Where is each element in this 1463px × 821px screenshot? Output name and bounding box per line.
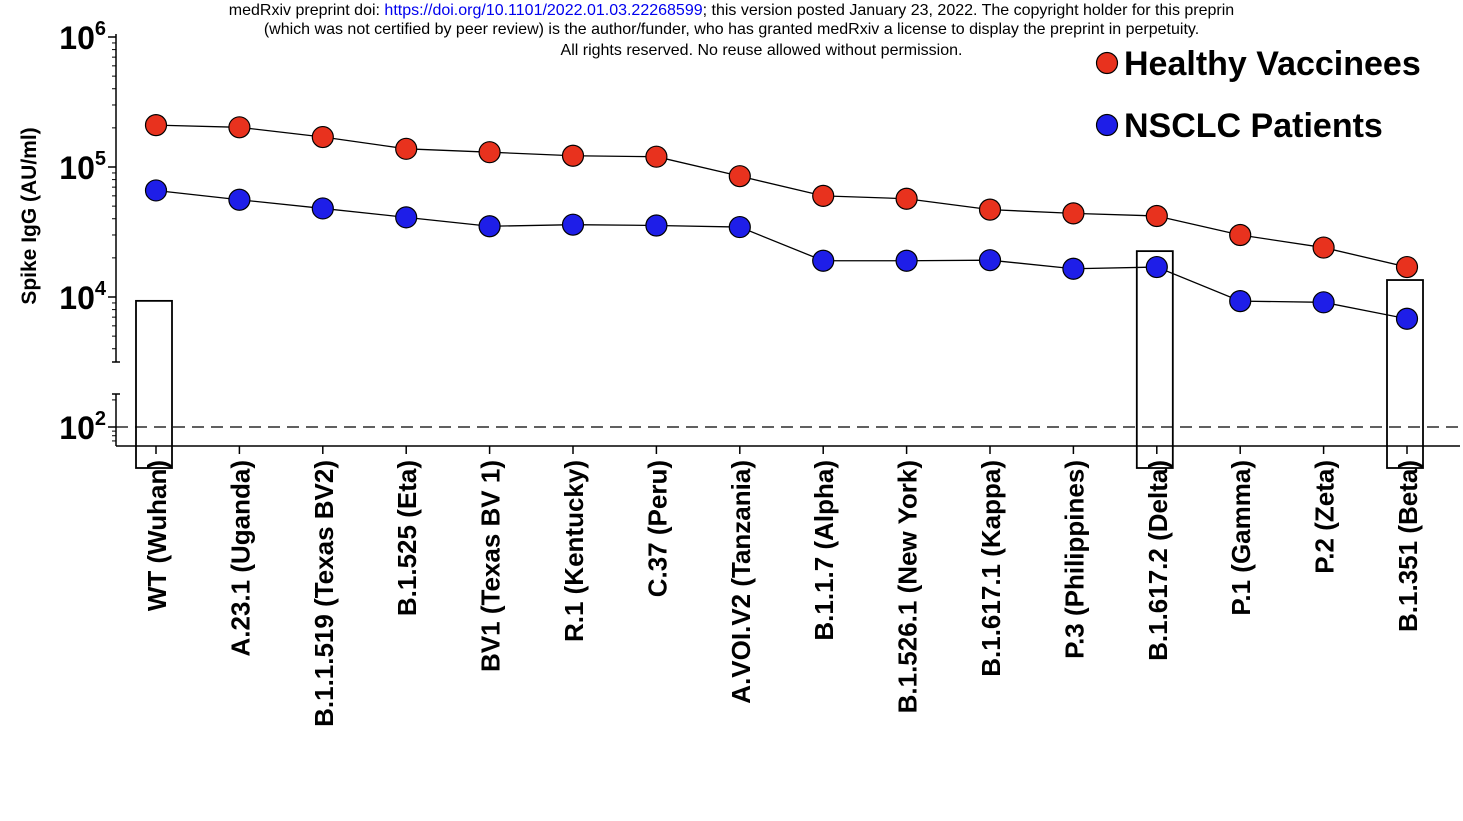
data-point — [478, 215, 501, 238]
data-point — [561, 213, 585, 236]
data-point — [228, 188, 251, 211]
data-point — [895, 187, 918, 210]
data-point — [645, 145, 668, 168]
data-point — [228, 116, 251, 139]
data-point — [812, 184, 835, 207]
data-point — [311, 197, 334, 220]
data-point — [1229, 289, 1252, 313]
legend-item: NSCLC Patients — [1095, 107, 1383, 145]
x-tick-label: WT (Wuhan) — [142, 460, 172, 611]
legend-item: Healthy Vaccinees — [1095, 45, 1421, 83]
data-point — [144, 114, 168, 137]
data-point — [1229, 223, 1252, 247]
data-point — [395, 206, 418, 229]
x-tick-label: B.1.351 (Beta) — [1393, 460, 1423, 632]
x-tick-label: BV1 (Texas BV 1) — [476, 460, 506, 672]
x-tick-label: A.VOI.V2 (Tanzania) — [726, 460, 756, 704]
data-point — [728, 165, 751, 188]
highlight-box — [1135, 250, 1174, 469]
y-axis-label: Spike IgG (AU/ml) — [18, 127, 41, 304]
x-tick-label: P.3 (Philippines) — [1059, 460, 1089, 659]
y-tick-label: 104 — [59, 278, 107, 316]
data-point — [1312, 236, 1335, 259]
legend-label: Healthy Vaccinees — [1124, 45, 1421, 83]
doi-link[interactable]: https://doi.org/10.1101/2022.01.03.22268… — [384, 2, 703, 19]
x-tick-label: B.1.1.519 (Texas BV2) — [309, 460, 339, 727]
data-point — [1395, 255, 1419, 279]
preprint-notice-line3: All rights reserved. No reuse allowed wi… — [560, 42, 963, 59]
data-point — [144, 179, 168, 202]
notice-suffix: ; this version posted January 23, 2022. … — [702, 2, 1235, 19]
y-tick-base: 10 — [59, 410, 95, 446]
y-tick-exponent: 4 — [95, 278, 107, 300]
x-tick-labels: WT (Wuhan) A.23.1 (Uganda) B.1.1.519 (Texa… — [135, 250, 1424, 727]
x-tick-label: P.1 (Gamma) — [1226, 460, 1256, 616]
x-tick-label: B.1.1.7 (Alpha) — [809, 460, 839, 641]
highlight-box — [1386, 279, 1424, 469]
data-point — [1312, 291, 1335, 314]
x-tick-label: B.1.526.1 (New York) — [893, 460, 923, 713]
data-point — [645, 214, 668, 237]
series-nsclc-patients — [144, 179, 1419, 330]
data-point — [1062, 257, 1085, 280]
data-point — [978, 249, 1002, 272]
series-line — [155, 124, 1408, 268]
x-tick-label: R.1 (Kentucky) — [559, 460, 589, 642]
data-point — [1062, 202, 1085, 225]
x-tick-label: P.2 (Zeta) — [1310, 460, 1340, 574]
data-point — [1395, 307, 1419, 330]
x-tick-label: B.1.525 (Eta) — [392, 460, 422, 616]
data-point — [1145, 204, 1168, 228]
y-tick-exponent: 5 — [95, 148, 106, 170]
y-tick-exponent: 2 — [95, 408, 106, 430]
y-tick-label: 106 — [59, 18, 106, 56]
legend-label: NSCLC Patients — [1124, 107, 1383, 145]
highlight-box — [135, 299, 173, 469]
y-tick-label: 102 — [59, 408, 106, 446]
y-tick-exponent: 6 — [95, 18, 106, 40]
series-layer — [144, 114, 1419, 330]
x-tick-label: A.23.1 (Uganda) — [225, 460, 255, 657]
data-point — [395, 137, 418, 160]
x-tick-label: B.1.617.2 (Delta) — [1143, 460, 1173, 661]
data-point — [1145, 255, 1168, 279]
y-tick-base: 10 — [59, 20, 95, 56]
preprint-notice-line1: medRxiv preprint doi: https://doi.org/10… — [0, 1, 1463, 20]
series-line — [155, 189, 1408, 320]
series-healthy-vaccinees — [144, 114, 1419, 279]
data-point — [561, 144, 585, 167]
data-point — [311, 125, 334, 149]
y-tick-base: 10 — [59, 280, 95, 316]
x-tick-label: C.37 (Peru) — [642, 460, 672, 597]
legend: Healthy Vaccinees NSCLC Patients — [1095, 45, 1421, 145]
legend-marker — [1095, 51, 1119, 75]
data-point — [978, 198, 1002, 221]
notice-prefix: medRxiv preprint doi: — [228, 2, 385, 19]
data-point — [728, 215, 751, 239]
legend-marker — [1095, 113, 1119, 137]
preprint-notice-line2: (which was not certified by peer review)… — [263, 21, 1200, 38]
y-tick-base: 10 — [59, 150, 95, 186]
data-point — [812, 249, 835, 272]
data-point — [895, 249, 918, 272]
x-tick-label: B.1.617.1 (Kappa) — [976, 460, 1006, 677]
data-point — [478, 141, 501, 164]
y-tick-label: 105 — [59, 148, 106, 186]
